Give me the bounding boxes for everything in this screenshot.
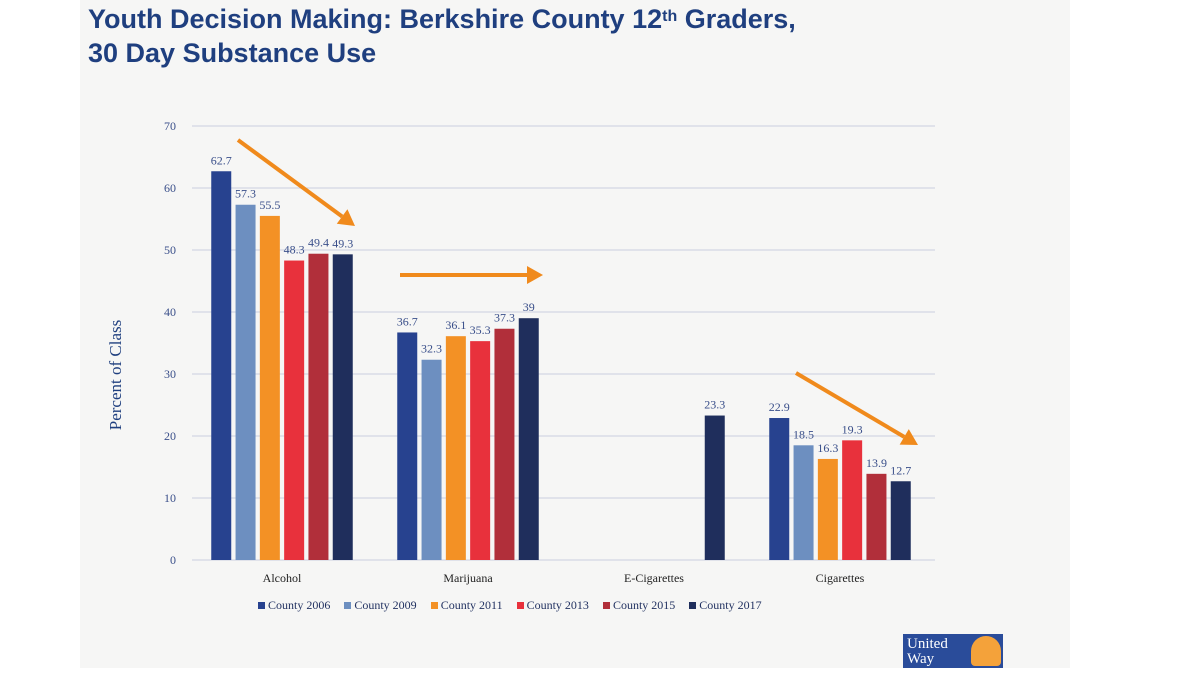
y-tick-label: 10 [164, 491, 176, 505]
title-superscript: th [662, 8, 678, 25]
legend-label: County 2013 [526, 598, 589, 612]
trend-arrow-flat-marijuana-head [527, 266, 543, 284]
bar [866, 473, 887, 560]
data-label: 16.3 [817, 441, 838, 455]
bar [817, 458, 838, 560]
legend-item: County 2015 [602, 598, 676, 613]
title-text: 30 Day Substance Use [88, 38, 377, 68]
bar [842, 440, 863, 560]
data-label: 37.3 [494, 311, 515, 325]
y-tick-label: 40 [164, 305, 176, 319]
legend-item: County 2013 [516, 598, 589, 613]
bar [259, 215, 280, 560]
y-tick-label: 30 [164, 367, 176, 381]
bar [494, 328, 515, 560]
x-tick-label: E-Cigarettes [624, 571, 684, 585]
legend-swatch [689, 602, 697, 609]
data-label: 49.3 [332, 236, 353, 250]
data-label: 13.9 [866, 456, 887, 470]
data-label: 49.4 [308, 236, 329, 250]
data-label: 12.7 [890, 463, 911, 477]
bar [704, 415, 725, 560]
y-tick-label: 20 [164, 429, 176, 443]
x-tick-label: Alcohol [263, 571, 302, 585]
bar [211, 171, 232, 560]
trend-arrow-down-cigarettes [794, 371, 906, 439]
bar [445, 336, 466, 560]
trend-arrow-down-cigarettes-head [899, 429, 918, 445]
data-label: 19.3 [842, 422, 863, 436]
trend-arrow-down-alcohol-head [336, 209, 355, 226]
bar [332, 254, 353, 560]
united-way-logo: United Way [903, 634, 1003, 668]
legend-swatch [602, 602, 610, 609]
legend-swatch [430, 602, 438, 609]
bar [235, 204, 256, 561]
legend-item: County 2017 [689, 598, 762, 613]
bar [890, 481, 911, 560]
bar [518, 318, 539, 560]
bar [793, 445, 814, 560]
data-label: 35.3 [470, 323, 491, 337]
data-label: 57.3 [235, 187, 256, 201]
data-label: 39 [523, 300, 535, 314]
bar [421, 359, 442, 560]
legend-item: County 2009 [344, 598, 417, 613]
data-label: 55.5 [259, 198, 280, 212]
data-label: 32.3 [421, 342, 442, 356]
bar [308, 253, 329, 560]
legend-label: County 2011 [440, 598, 503, 612]
data-label: 62.7 [211, 153, 232, 167]
title-text: Youth Decision Making: Berkshire County … [88, 4, 663, 34]
data-label: 48.3 [284, 243, 305, 257]
legend-label: County 2017 [699, 598, 762, 612]
legend-label: County 2015 [612, 598, 676, 612]
united-way-logo-mark [971, 636, 1001, 666]
data-label: 36.7 [397, 314, 418, 328]
y-tick-label: 70 [164, 119, 176, 133]
y-tick-label: 50 [164, 243, 176, 257]
legend-swatch [516, 602, 524, 609]
bar [470, 341, 491, 560]
chart-title: Youth Decision Making: Berkshire County … [88, 2, 796, 70]
bar [769, 418, 790, 560]
bar [397, 332, 418, 560]
legend-label: County 2009 [354, 598, 417, 612]
legend-swatch [258, 602, 265, 609]
data-label: 22.9 [769, 400, 790, 414]
x-tick-label: Cigarettes [816, 571, 865, 585]
y-axis-label: Percent of Class [106, 320, 125, 430]
legend-label: County 2006 [268, 598, 331, 612]
legend-item: County 2011 [430, 598, 503, 613]
y-tick-label: 0 [170, 553, 176, 567]
legend-item: County 2006 [258, 598, 330, 613]
x-tick-label: Marijuana [443, 571, 493, 585]
data-label: 36.1 [445, 318, 466, 332]
title-text: Graders, [677, 4, 796, 34]
data-label: 18.5 [793, 427, 814, 441]
y-tick-label: 60 [164, 181, 176, 195]
legend: County 2006 County 2009 County 2011 County … [258, 598, 762, 613]
bar [284, 260, 305, 560]
trend-arrow-down-alcohol [236, 138, 344, 219]
data-label: 23.3 [704, 398, 725, 412]
legend-swatch [344, 602, 352, 609]
